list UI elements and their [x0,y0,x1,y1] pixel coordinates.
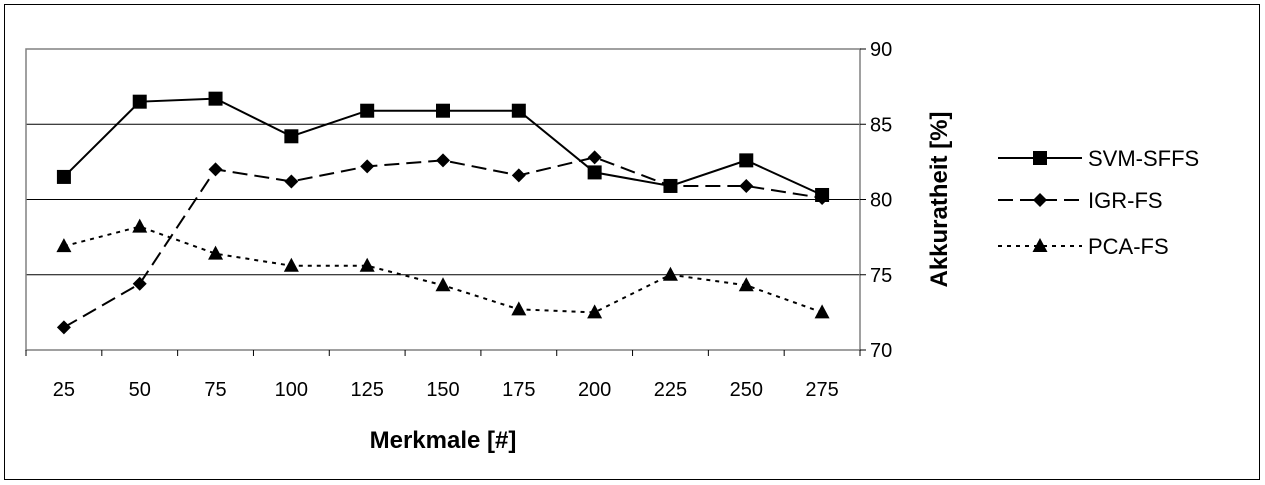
legend-marker [1033,193,1047,207]
data-point [360,159,375,174]
data-point [587,304,603,319]
data-point [283,257,299,272]
legend-label: IGR-FS [1088,188,1163,213]
data-point [56,169,71,184]
series-line [63,156,823,329]
data-point [738,277,754,292]
x-tick-label: 25 [53,379,75,401]
x-tick-label: 250 [730,379,763,401]
data-point [284,129,299,144]
y-tick-label: 75 [870,265,892,287]
data-point [815,190,830,205]
data-point [511,301,527,316]
data-point [208,91,223,106]
data-point [56,238,72,253]
data-point [662,266,678,281]
data-point [739,178,754,193]
x-tick-label: 175 [502,379,535,401]
data-point [208,245,224,260]
chart-frame [4,4,1260,480]
series-line [63,225,823,314]
data-point [132,94,147,109]
data-point [511,103,526,118]
data-point [511,168,526,183]
data-point [132,218,148,233]
data-point [56,320,71,335]
legend-label: PCA-FS [1088,234,1169,259]
legend-marker [1033,151,1047,165]
x-tick-label: 150 [426,379,459,401]
data-point [587,165,602,180]
x-tick-label: 100 [275,379,308,401]
y-tick-label: 85 [870,114,892,136]
data-point [208,162,223,177]
x-tick-label: 125 [350,379,383,401]
y-axis-title: Akkuratheit [%] [926,111,953,287]
x-tick-label: 200 [578,379,611,401]
data-point [132,276,147,291]
data-point [663,178,678,193]
data-point [436,103,450,118]
legend-item: SVM-SFFS [998,146,1199,171]
series-pca-fs [56,218,830,319]
data-point [360,103,375,118]
data-point [814,304,830,319]
data-point [436,153,450,168]
x-tick-label: 50 [129,379,151,401]
x-tick-label: 75 [204,379,226,401]
legend-item: PCA-FS [998,234,1169,259]
gridlines [26,123,860,276]
axes: 25 50 75 100 125 150 175 200 225 250 275 70 75 80 85 90 [25,39,892,401]
data-point [587,150,602,165]
legend-marker [1032,238,1048,252]
x-tick-label: 275 [805,379,838,401]
y-tick-label: 70 [870,340,892,362]
data-point [359,257,375,272]
y-tick-label: 90 [870,39,892,61]
legend-label: SVM-SFFS [1088,146,1199,171]
data-point [284,174,299,189]
x-axis-title: Merkmale [#] [370,427,517,454]
y-tick-label: 80 [870,190,892,212]
legend-item: IGR-FS [998,188,1163,213]
series [56,91,830,335]
data-point [435,277,451,292]
series-igr-fs [56,150,830,335]
data-point [739,153,754,168]
legend: SVM-SFFS IGR-FS PCA-FS [998,146,1199,259]
x-tick-label: 225 [654,379,687,401]
